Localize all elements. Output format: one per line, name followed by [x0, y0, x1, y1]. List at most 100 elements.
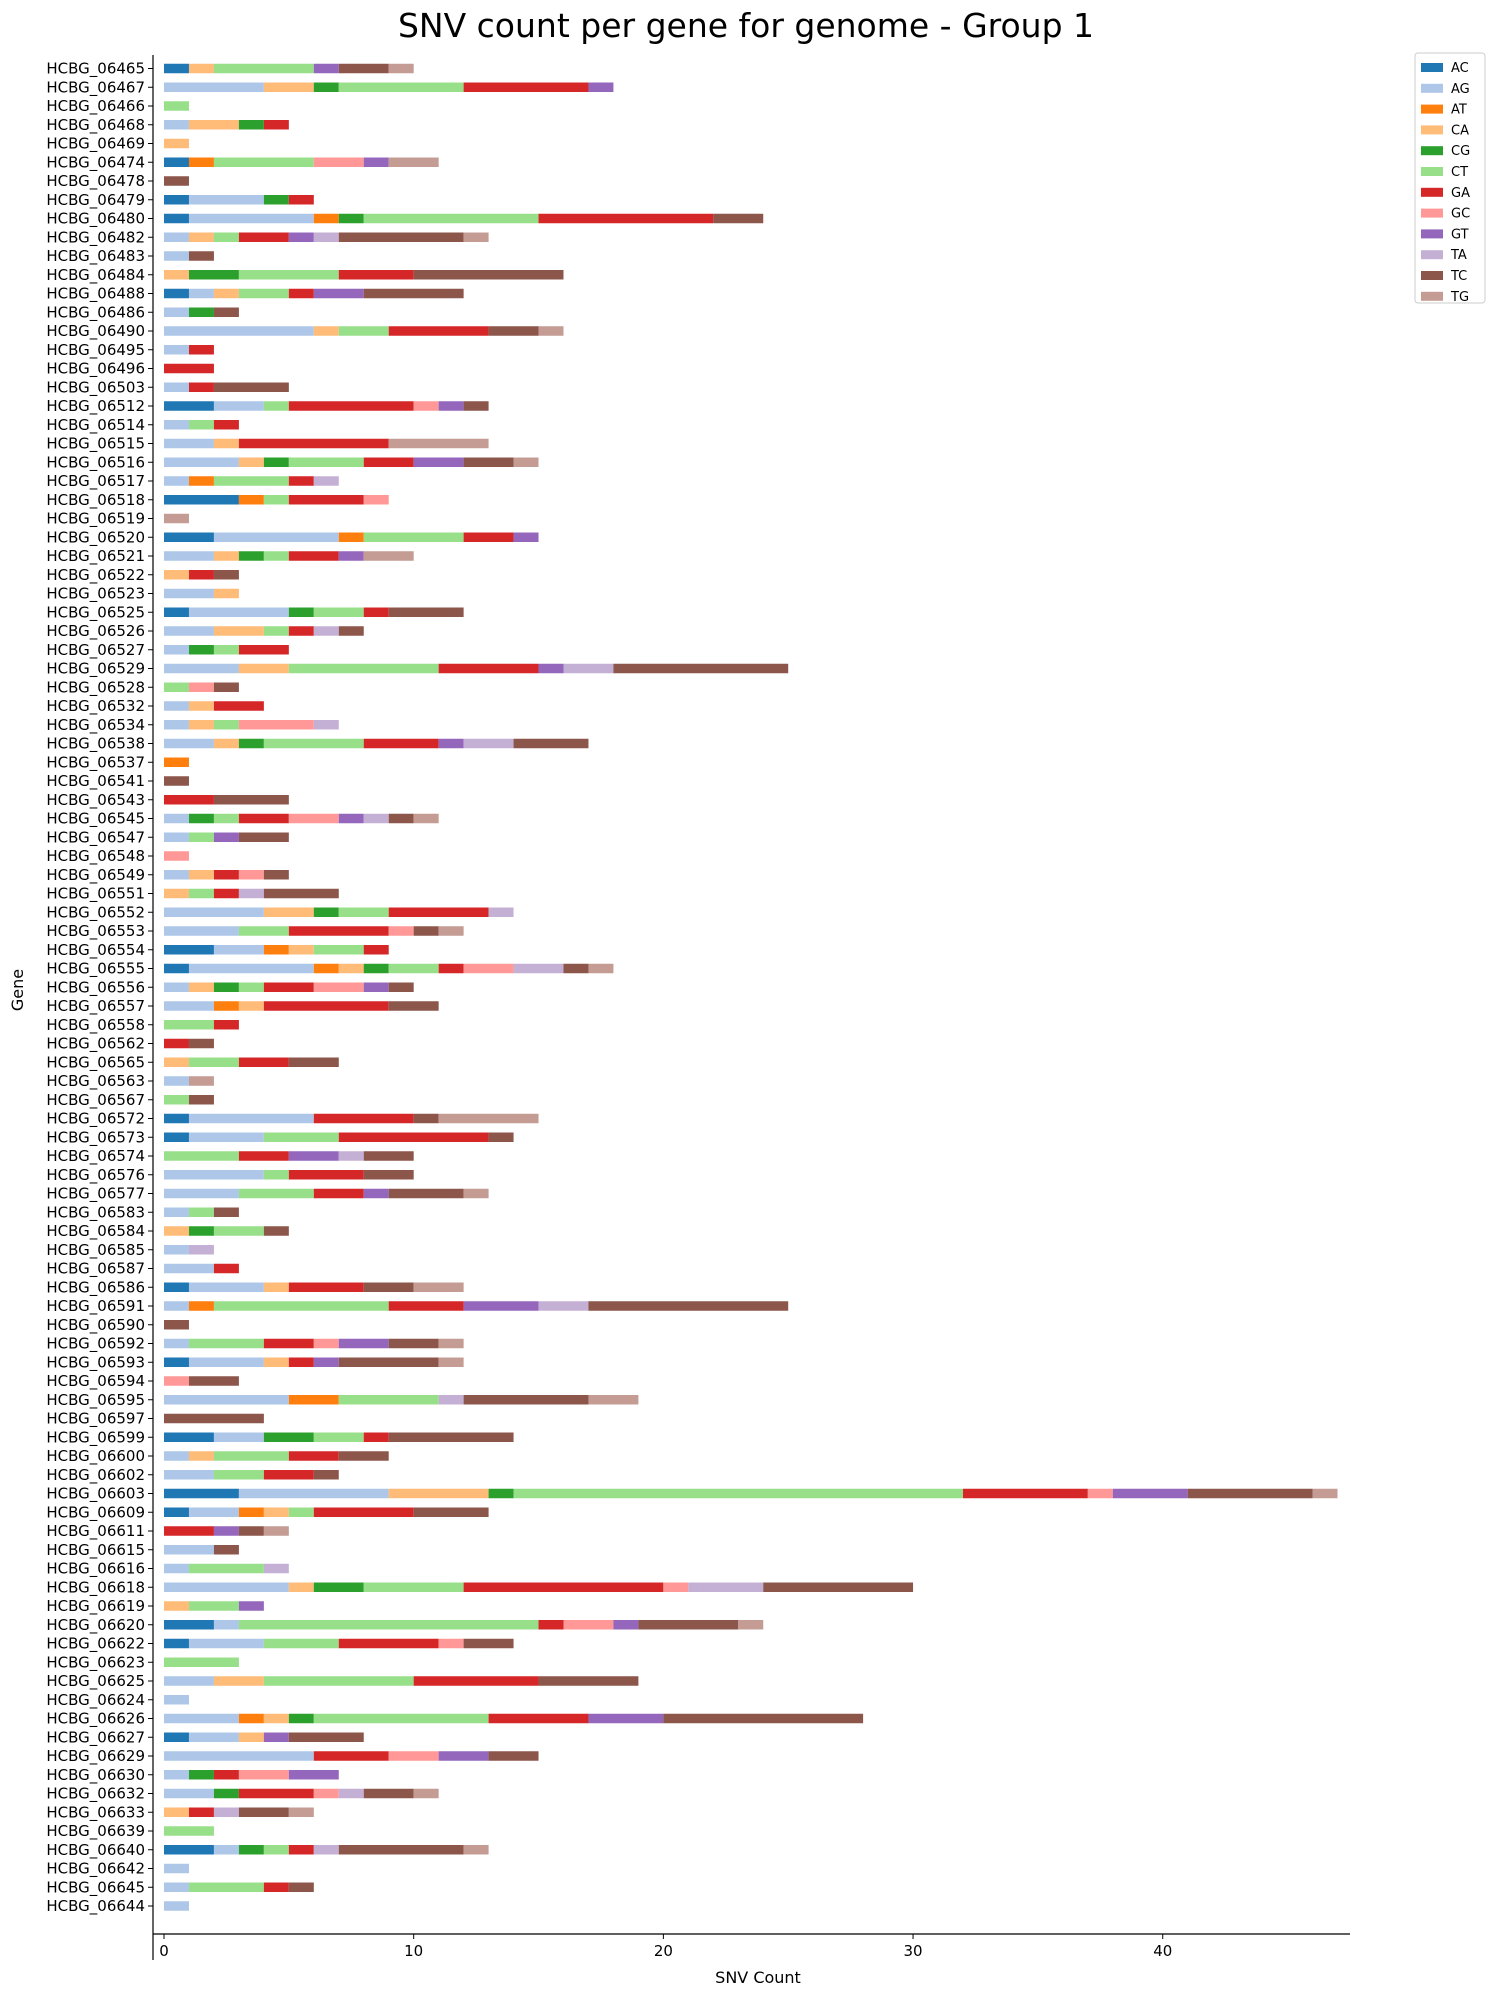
- bar-segment-CT-HCBG_06467: [338, 82, 464, 92]
- bar-segment-CT-HCBG_06554: [313, 945, 364, 955]
- bar-segment-AC-HCBG_06525: [164, 607, 189, 617]
- bar-segment-GT-HCBG_06619: [238, 1601, 264, 1611]
- bar-segment-TC-HCBG_06512: [463, 401, 489, 411]
- bar-segment-CG-HCBG_06632: [213, 1788, 239, 1799]
- bar-segment-AG-HCBG_06593: [188, 1357, 264, 1367]
- y-tick-label: HCBG_06479: [46, 191, 145, 210]
- y-tick-label: HCBG_06616: [46, 1560, 145, 1579]
- bar-segment-GT-HCBG_06482: [288, 232, 314, 242]
- y-tick-label: HCBG_06552: [46, 903, 145, 922]
- bar-segment-GA-HCBG_06611: [164, 1526, 214, 1536]
- y-tick-label: HCBG_06563: [46, 1072, 145, 1091]
- bar-segment-CA-HCBG_06521: [213, 551, 239, 561]
- y-tick-label: HCBG_06645: [46, 1878, 145, 1897]
- y-tick-label: HCBG_06466: [46, 97, 145, 116]
- y-tick-label: HCBG_06484: [46, 266, 145, 285]
- bar-segment-TC-HCBG_06525: [388, 607, 464, 617]
- bar-segment-GA-HCBG_06532: [213, 701, 264, 711]
- y-tick-label: HCBG_06549: [46, 866, 145, 885]
- bar-segment-AG-HCBG_06583: [164, 1207, 189, 1217]
- bar-segment-TC-HCBG_06516: [463, 457, 514, 467]
- bar-segment-TC-HCBG_06583: [213, 1207, 239, 1217]
- bar-segment-GC-HCBG_06512: [413, 401, 439, 411]
- y-tick-label: HCBG_06482: [46, 228, 145, 247]
- bar-segment-TC-HCBG_06562: [188, 1038, 214, 1049]
- legend-label-TG: TG: [1450, 290, 1469, 305]
- bar-segment-AG-HCBG_06555: [188, 963, 314, 974]
- bar-segment-CG-HCBG_06599: [263, 1432, 314, 1442]
- bar-segment-AG-HCBG_06480: [188, 213, 314, 224]
- bar-segment-GA-HCBG_06633: [188, 1807, 214, 1817]
- bar-segment-TC-HCBG_06565: [288, 1057, 339, 1067]
- y-tick-label: HCBG_06591: [46, 1297, 145, 1316]
- bar-segment-GA-HCBG_06565: [238, 1057, 289, 1067]
- bar-segment-GA-HCBG_06549: [213, 870, 239, 880]
- bar-segment-CT-HCBG_06626: [313, 1713, 489, 1724]
- y-tick-label: HCBG_06516: [46, 453, 145, 472]
- bar-segment-GC-HCBG_06594: [164, 1376, 189, 1386]
- bar-segment-TC-HCBG_06538: [513, 738, 589, 749]
- bar-segment-TC-HCBG_06488: [363, 288, 464, 299]
- bar-segment-GA-HCBG_06622: [338, 1638, 439, 1649]
- bar-segment-GC-HCBG_06553: [388, 926, 414, 936]
- bar-segment-GC-HCBG_06474: [313, 157, 364, 167]
- legend-swatch-GC: [1421, 208, 1443, 218]
- bar-segment-GA-HCBG_06593: [288, 1357, 314, 1367]
- bar-segment-AG-HCBG_06488: [188, 288, 214, 299]
- bar-segment-CT-HCBG_06576: [263, 1170, 289, 1180]
- bar-segment-GT-HCBG_06538: [438, 738, 464, 749]
- bar-segment-AG-HCBG_06514: [164, 420, 189, 430]
- bar-segment-CA-HCBG_06484: [164, 270, 189, 280]
- bar-segment-GT-HCBG_06630: [288, 1770, 339, 1780]
- bar-segment-AC-HCBG_06480: [164, 213, 189, 224]
- legend-swatch-GT: [1421, 229, 1443, 239]
- bar-segment-GA-HCBG_06518: [288, 495, 364, 505]
- y-tick-label: HCBG_06623: [46, 1653, 145, 1672]
- y-tick-label: HCBG_06522: [46, 566, 145, 585]
- bar-segment-CA-HCBG_06627: [238, 1732, 264, 1742]
- bar-segment-AC-HCBG_06620: [164, 1620, 214, 1630]
- bar-segment-AT-HCBG_06518: [238, 495, 264, 505]
- bar-segment-AT-HCBG_06474: [188, 157, 214, 167]
- bar-segment-TC-HCBG_06600: [338, 1451, 389, 1461]
- bar-segment-TA-HCBG_06551: [238, 888, 264, 899]
- bar-segment-TC-HCBG_06567: [188, 1095, 214, 1105]
- bar-segment-TG-HCBG_06555: [588, 963, 614, 974]
- y-tick-label: HCBG_06483: [46, 247, 145, 266]
- bar-segment-AG-HCBG_06482: [164, 232, 189, 242]
- y-tick-label: HCBG_06590: [46, 1316, 145, 1335]
- bar-segment-CA-HCBG_06625: [213, 1676, 264, 1686]
- y-tick-label: HCBG_06467: [46, 78, 145, 97]
- bar-segment-AG-HCBG_06576: [164, 1170, 264, 1180]
- bar-segment-CT-HCBG_06622: [263, 1638, 339, 1649]
- bar-segment-CT-HCBG_06591: [213, 1301, 389, 1311]
- bar-segment-TG-HCBG_06465: [388, 63, 414, 74]
- bar-segment-CA-HCBG_06549: [188, 870, 214, 880]
- bar-segment-CT-HCBG_06625: [263, 1676, 414, 1686]
- bar-segment-TC-HCBG_06611: [238, 1526, 264, 1536]
- bar-segment-CA-HCBG_06609: [263, 1507, 289, 1517]
- bar-segment-AC-HCBG_06512: [164, 401, 214, 411]
- bar-segment-GA-HCBG_06467: [463, 82, 589, 92]
- bar-segment-TA-HCBG_06538: [463, 738, 514, 749]
- bar-segment-TC-HCBG_06490: [488, 326, 539, 336]
- bar-segment-CT-HCBG_06619: [188, 1601, 239, 1611]
- bar-segment-AC-HCBG_06586: [164, 1282, 189, 1292]
- bar-segment-GA-HCBG_06495: [188, 345, 214, 355]
- bar-segment-TG-HCBG_06490: [538, 326, 564, 336]
- bar-segment-AG-HCBG_06625: [164, 1676, 214, 1686]
- bar-segment-AC-HCBG_06573: [164, 1132, 189, 1142]
- bar-segment-AG-HCBG_06603: [238, 1488, 389, 1499]
- bar-segment-CG-HCBG_06468: [238, 120, 264, 130]
- bar-segment-GA-HCBG_06573: [338, 1132, 489, 1142]
- bar-segment-GT-HCBG_06556: [363, 982, 389, 992]
- bar-segment-GA-HCBG_06479: [288, 195, 314, 205]
- bar-segment-AC-HCBG_06603: [164, 1488, 239, 1499]
- y-tick-label: HCBG_06600: [46, 1447, 145, 1466]
- bar-segment-AT-HCBG_06595: [288, 1395, 339, 1405]
- bar-segment-GA-HCBG_06553: [288, 926, 389, 936]
- bar-segment-CA-HCBG_06619: [164, 1601, 189, 1611]
- bar-segment-GA-HCBG_06552: [388, 907, 489, 917]
- y-tick-label: HCBG_06526: [46, 622, 145, 641]
- bar-segment-GT-HCBG_06574: [288, 1151, 339, 1161]
